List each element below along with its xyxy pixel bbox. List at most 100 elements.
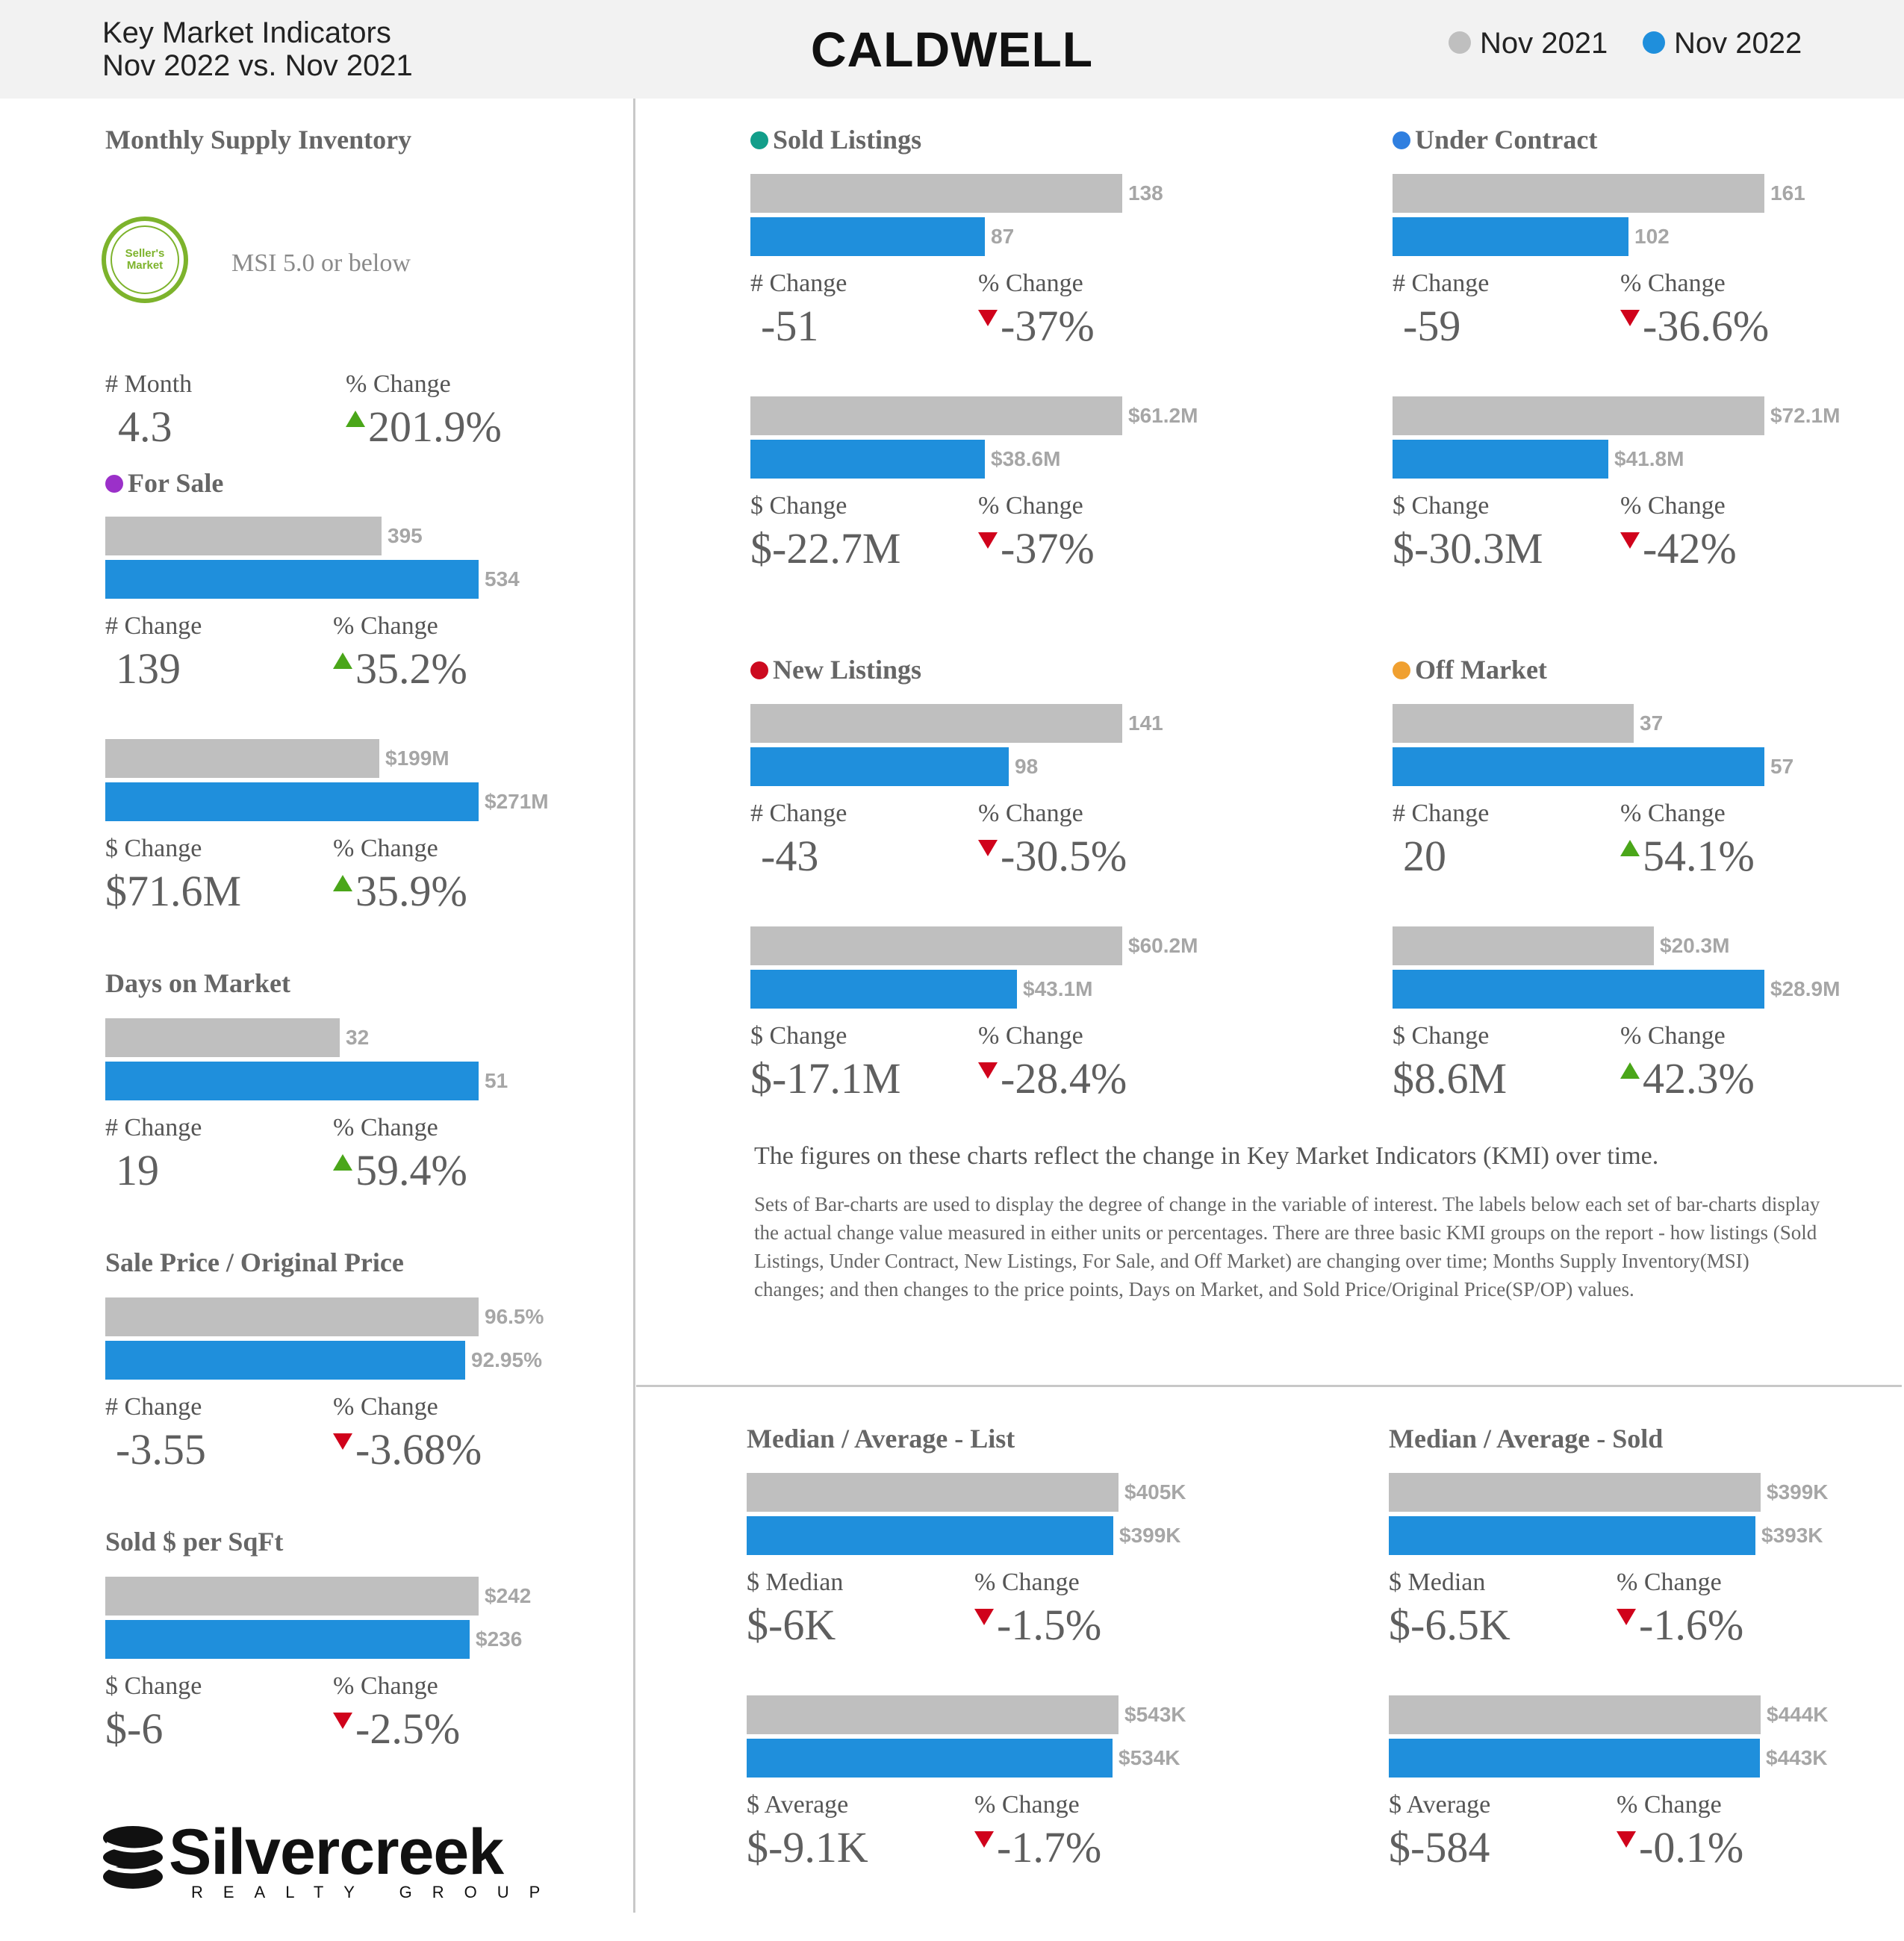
days-on-market-bar-nov-2022 [105, 1062, 479, 1100]
for-sale-count-title-dot-icon [105, 474, 123, 493]
sold-average-pct-value: -0.1% [1639, 1823, 1744, 1872]
new-listings-count-bar-nov-2022 [750, 747, 1009, 786]
logo-subtitle: REALTY GROUP [191, 1883, 561, 1901]
up-triangle-icon [333, 1154, 352, 1171]
sold-per-sqft-change-value: $-6 [105, 1704, 164, 1753]
under-contract-count-bar-label-nov-2021: 161 [1770, 181, 1805, 205]
silvercreek-swoosh-icon [103, 1826, 163, 1889]
under-contract-count-change-label: # Change [1393, 270, 1490, 297]
for-sale-dollar-bar-label-nov-2021: $199M [385, 747, 449, 770]
under-contract-dollar-change-value: $-30.3M [1393, 524, 1543, 573]
for-sale-dollar-pct-change: 35.9% [333, 866, 467, 916]
under-contract-count-pct-label: % Change [1620, 270, 1726, 297]
sold-per-sqft-bar-label-nov-2021: $242 [485, 1584, 532, 1607]
down-triangle-icon [974, 1609, 994, 1625]
sale-price-original-pct-change: -3.68% [333, 1424, 482, 1474]
for-sale-dollar-pct-value: 35.9% [355, 867, 467, 915]
for-sale-count-pct-value: 35.2% [355, 644, 467, 693]
days-on-market-bar-label-nov-2021: 32 [346, 1026, 370, 1049]
down-triangle-icon [978, 1062, 998, 1079]
sale-price-original-bar-label-nov-2021: 96.5% [485, 1305, 544, 1328]
list-average-bar-label-nov-2021: $543K [1124, 1703, 1186, 1726]
under-contract-dollar-pct-value: -42% [1643, 524, 1737, 573]
days-on-market-pct-value: 59.4% [355, 1146, 467, 1194]
under-contract-count-title-dot-icon [1393, 131, 1410, 149]
new-listings-count-change-value: -43 [761, 832, 819, 880]
down-triangle-icon [974, 1831, 994, 1848]
sold-listings-dollar-bar-nov-2022 [750, 440, 985, 479]
under-contract-count-bar-nov-2022 [1393, 217, 1628, 256]
list-average-change-label: $ Average [747, 1791, 849, 1819]
sold-per-sqft-bar-label-nov-2022: $236 [476, 1627, 523, 1651]
sale-price-original-pct-value: -3.68% [355, 1425, 482, 1474]
new-listings-count-pct-label: % Change [978, 800, 1083, 827]
list-median-bar-nov-2021 [747, 1473, 1119, 1512]
under-contract-dollar-bar-nov-2022 [1393, 440, 1608, 479]
sold-median-pct-value: -1.6% [1639, 1601, 1744, 1649]
down-triangle-icon [1620, 532, 1640, 549]
list-average-bar-nov-2022 [747, 1739, 1113, 1778]
for-sale-dollar-change-label: $ Change [105, 835, 202, 862]
off-market-dollar-pct-value: 42.3% [1643, 1054, 1755, 1103]
under-contract-dollar-bar-nov-2021 [1393, 396, 1764, 435]
new-listings-count-title-dot-icon [750, 661, 768, 679]
off-market-count-title-dot-icon [1393, 661, 1410, 679]
vertical-divider [633, 99, 635, 1913]
under-contract-dollar-bar-label-nov-2021: $72.1M [1770, 404, 1841, 427]
off-market-count-change-label: # Change [1393, 800, 1490, 827]
for-sale-dollar-pct-label: % Change [333, 835, 438, 862]
sold-listings-count-change-label: # Change [750, 270, 847, 297]
sold-per-sqft-pct-value: -2.5% [355, 1704, 461, 1753]
off-market-count-bar-nov-2021 [1393, 704, 1634, 743]
sold-median-title-text: Median / Average - Sold [1389, 1424, 1664, 1454]
sale-price-original-bar-nov-2021 [105, 1297, 479, 1336]
list-median-pct-label: % Change [974, 1568, 1080, 1596]
msi-pct-value: 201.9% [368, 402, 502, 451]
sold-median-bar-nov-2022 [1389, 1516, 1755, 1555]
sold-listings-dollar-change-value: $-22.7M [750, 524, 901, 573]
list-median-bar-label-nov-2022: $399K [1119, 1524, 1181, 1547]
sold-per-sqft-pct-change: -2.5% [333, 1704, 460, 1754]
sold-average-change-value: $-584 [1389, 1823, 1490, 1872]
sale-price-original-pct-label: % Change [333, 1393, 438, 1421]
new-listings-count-pct-change: -30.5% [978, 831, 1127, 881]
sale-price-original-title: Sale Price / Original Price [105, 1247, 404, 1278]
sale-price-original-bar-label-nov-2022: 92.95% [471, 1348, 542, 1371]
off-market-dollar-change-value: $8.6M [1393, 1054, 1508, 1103]
new-listings-dollar-pct-value: -28.4% [1001, 1054, 1127, 1103]
new-listings-dollar-pct-label: % Change [978, 1022, 1083, 1050]
days-on-market-pct-change: 59.4% [333, 1145, 467, 1195]
list-median-bar-label-nov-2021: $405K [1124, 1480, 1186, 1504]
notes-headline: The figures on these charts reflect the … [754, 1142, 1659, 1170]
sold-listings-count-pct-change: -37% [978, 301, 1095, 351]
new-listings-count-title-text: New Listings [773, 655, 922, 685]
list-median-title-text: Median / Average - List [747, 1424, 1015, 1454]
down-triangle-icon [1620, 310, 1640, 326]
under-contract-count-pct-value: -36.6% [1643, 302, 1770, 350]
new-listings-count-pct-value: -30.5% [1001, 832, 1127, 880]
days-on-market-title-text: Days on Market [105, 968, 290, 998]
sold-per-sqft-bar-nov-2022 [105, 1620, 470, 1659]
under-contract-count-change-value: -59 [1403, 302, 1461, 350]
under-contract-count-title-text: Under Contract [1415, 125, 1598, 155]
legend-item-nov-2022: Nov 2022 [1643, 27, 1802, 60]
under-contract-count-bar-label-nov-2022: 102 [1634, 225, 1670, 248]
silvercreek-logo: Silvercreek REALTY GROUP [102, 1816, 540, 1904]
msi-pct-label: % Change [346, 370, 451, 398]
for-sale-dollar-change-value: $71.6M [105, 867, 242, 915]
new-listings-count-title: New Listings [750, 654, 921, 685]
new-listings-dollar-bar-nov-2022 [750, 970, 1017, 1009]
off-market-dollar-bar-label-nov-2021: $20.3M [1660, 934, 1730, 957]
sold-listings-count-title-text: Sold Listings [773, 125, 922, 155]
sold-per-sqft-pct-label: % Change [333, 1672, 438, 1700]
list-average-change-value: $-9.1K [747, 1823, 868, 1872]
sold-average-bar-label-nov-2021: $444K [1767, 1703, 1829, 1726]
new-listings-dollar-change-label: $ Change [750, 1022, 847, 1050]
days-on-market-pct-label: % Change [333, 1114, 438, 1141]
list-median-title: Median / Average - List [747, 1423, 1015, 1454]
off-market-count-title: Off Market [1393, 654, 1547, 685]
sold-listings-count-bar-nov-2022 [750, 217, 985, 256]
off-market-count-bar-label-nov-2021: 37 [1640, 711, 1664, 735]
off-market-count-change-value: 20 [1403, 832, 1446, 880]
